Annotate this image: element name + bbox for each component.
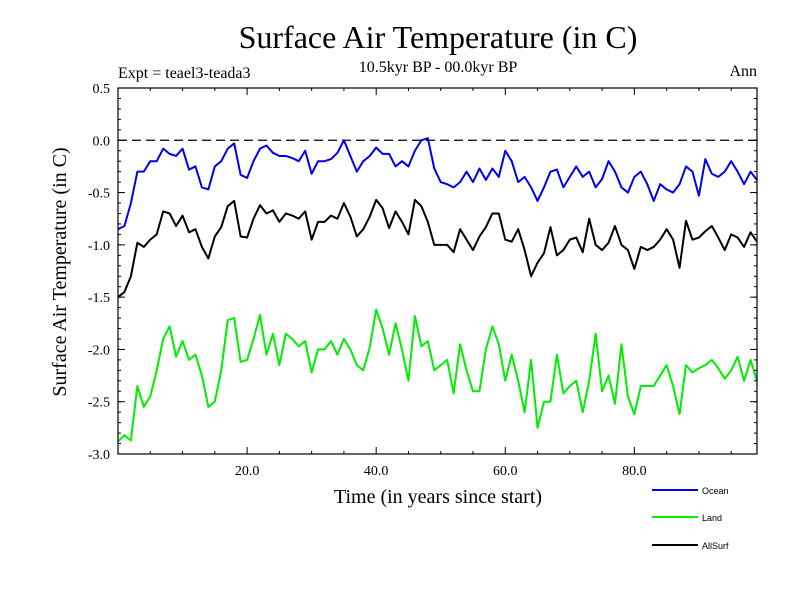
plot-area: 0.5 0.0 -0.5 -1.0 -1.5 -2.0 -2.5 -3.0 20.0 40.0 60… bbox=[88, 82, 758, 479]
experiment-label: Expt = teael3-teada3 bbox=[118, 65, 251, 82]
x-tick-label: 60.0 bbox=[493, 464, 518, 479]
chart-title: Surface Air Temperature (in C) bbox=[239, 19, 638, 55]
y-tick-label: 0.5 bbox=[93, 82, 111, 97]
y-tick-label: -1.0 bbox=[88, 239, 110, 254]
y-tick-label: 0.0 bbox=[93, 134, 111, 149]
x-axis-label: Time (in years since start) bbox=[334, 486, 542, 508]
legend-label-allsurf: AllSurf bbox=[702, 541, 729, 551]
y-axis-label: Surface Air Temperature (in C) bbox=[49, 147, 71, 396]
legend-label-ocean: Ocean bbox=[702, 486, 729, 496]
y-tick-label: -2.0 bbox=[88, 343, 110, 358]
series-line-allsurf bbox=[117, 198, 758, 298]
x-tick-label: 40.0 bbox=[364, 464, 389, 479]
legend: Ocean Land AllSurf bbox=[652, 486, 729, 551]
period-label: Ann bbox=[729, 63, 757, 80]
y-tick-label: -2.5 bbox=[88, 396, 110, 411]
series-line-ocean bbox=[117, 137, 758, 231]
y-tick-label: -1.5 bbox=[88, 291, 110, 306]
y-tick-label: -0.5 bbox=[88, 187, 110, 202]
x-tick-label: 20.0 bbox=[235, 464, 260, 479]
legend-label-land: Land bbox=[702, 513, 722, 523]
series-line-land bbox=[117, 308, 758, 443]
plot-frame bbox=[117, 87, 758, 455]
x-tick-label: 80.0 bbox=[622, 464, 647, 479]
y-tick-label: -3.0 bbox=[88, 448, 110, 463]
chart-subtitle: 10.5kyr BP - 00.0kyr BP bbox=[359, 59, 518, 76]
